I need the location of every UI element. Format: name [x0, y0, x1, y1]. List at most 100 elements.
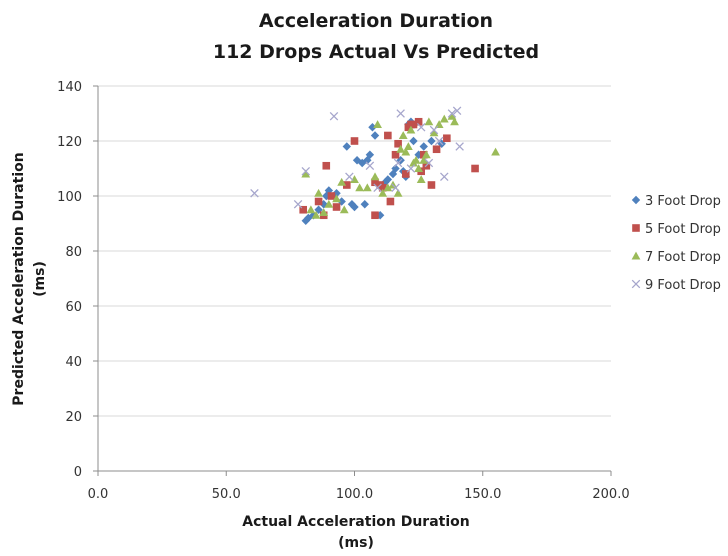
data-point: [332, 189, 341, 198]
data-point: [343, 181, 351, 189]
data-point: [406, 125, 416, 134]
y-tick-label: 140: [57, 80, 82, 95]
data-point: [337, 177, 347, 186]
data-point: [322, 161, 331, 170]
legend-label: 9 Foot Drop: [645, 278, 721, 293]
x-tick-label: 150.0: [464, 487, 501, 502]
data-point: [429, 125, 439, 135]
data-point: [393, 158, 403, 168]
data-point: [355, 183, 365, 192]
data-point: [419, 155, 429, 164]
series-9-foot-drop: [250, 106, 464, 209]
data-point: [414, 117, 423, 126]
data-point: [304, 213, 313, 223]
data-point: [455, 142, 464, 151]
data-point: [345, 172, 354, 182]
x-tick-label: 0.0: [88, 487, 109, 502]
data-point: [319, 208, 329, 217]
data-point: [429, 128, 439, 137]
data-point: [416, 122, 426, 132]
data-point: [427, 136, 436, 146]
data-point: [406, 164, 416, 173]
data-point: [299, 205, 307, 214]
data-point: [370, 131, 380, 140]
data-point: [450, 117, 459, 126]
y-tick-label: 80: [65, 245, 82, 260]
legend-marker: [631, 279, 641, 289]
legend-item: 9 Foot Drop: [631, 278, 721, 293]
data-point: [447, 111, 457, 120]
data-point: [416, 175, 426, 184]
y-axis-label-line-1: Predicted Acceleration Duration: [11, 152, 27, 405]
legend-marker: [632, 224, 640, 232]
data-point: [427, 181, 436, 189]
data-point: [391, 150, 400, 159]
data-point: [414, 164, 424, 173]
y-tick-label: 100: [57, 190, 82, 205]
data-point: [306, 205, 316, 214]
data-point: [391, 183, 400, 193]
legend-item: 5 Foot Drop: [632, 222, 721, 237]
data-point: [293, 199, 303, 209]
legend-item: 7 Foot Drop: [631, 250, 721, 265]
legend-marker: [631, 195, 641, 205]
y-tick-label: 40: [65, 355, 82, 370]
data-point: [373, 120, 382, 129]
data-point: [324, 199, 334, 208]
data-point: [403, 142, 413, 151]
data-point: [396, 109, 405, 118]
data-point: [362, 183, 372, 192]
data-point: [365, 150, 375, 159]
data-point: [350, 175, 359, 184]
data-point: [394, 139, 402, 148]
y-tick-label: 20: [65, 410, 82, 425]
data-point: [381, 178, 390, 187]
data-point: [301, 169, 311, 178]
data-point: [373, 183, 382, 193]
data-point: [434, 120, 444, 129]
legend-label: 3 Foot Drop: [645, 194, 721, 209]
x-tick-label: 50.0: [212, 487, 241, 502]
data-point: [383, 175, 393, 184]
x-tick-label: 200.0: [592, 487, 629, 502]
data-point: [371, 178, 379, 187]
data-point: [409, 120, 418, 129]
data-point: [314, 197, 323, 206]
data-point: [421, 150, 431, 159]
data-point: [347, 200, 357, 209]
data-point: [409, 136, 418, 146]
data-point: [396, 144, 406, 153]
data-point: [434, 136, 444, 146]
data-point: [411, 155, 421, 164]
x-axis-label-line-2: (ms): [338, 535, 374, 551]
data-point: [332, 194, 341, 203]
data-point: [383, 183, 393, 192]
x-tick-label: 100.0: [336, 487, 373, 502]
data-point: [350, 202, 359, 212]
data-point: [370, 172, 380, 181]
data-point: [250, 188, 259, 198]
legend-label: 5 Foot Drop: [645, 222, 721, 237]
data-point: [371, 211, 379, 220]
data-point: [368, 123, 377, 132]
data-point: [314, 188, 323, 197]
data-point: [342, 142, 352, 151]
data-point: [447, 109, 457, 118]
data-point: [350, 137, 359, 145]
data-point: [339, 205, 349, 214]
data-point: [439, 114, 449, 123]
data-point: [301, 166, 311, 176]
data-point: [365, 161, 375, 171]
data-points: [250, 106, 500, 225]
data-point: [332, 203, 341, 211]
x-tick-labels: 0.0 50.0 100.0 150.0 200.0: [88, 487, 630, 502]
data-point: [471, 164, 479, 173]
legend-marker: [631, 251, 641, 260]
x-axis-label-line-1: Actual Acceleration Duration: [242, 514, 469, 530]
legend: 3 Foot Drop 5 Foot Drop 7 Foot Drop 9 Foot …: [631, 194, 721, 293]
data-point: [378, 188, 388, 197]
data-point: [424, 158, 434, 168]
data-point: [398, 131, 408, 140]
